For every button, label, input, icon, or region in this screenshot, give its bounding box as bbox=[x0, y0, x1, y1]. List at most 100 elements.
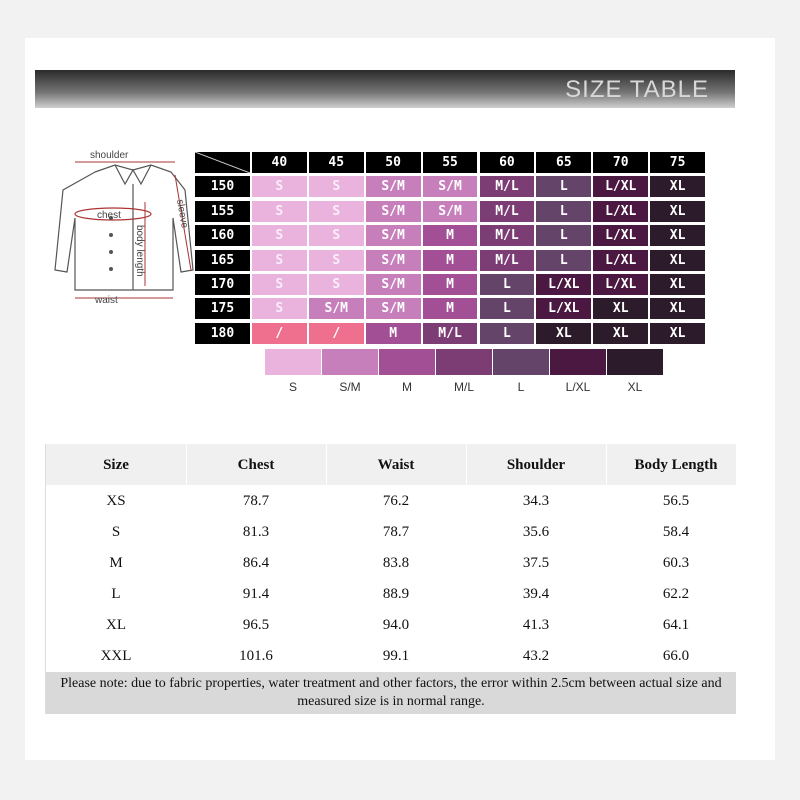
table-header-bg bbox=[46, 444, 736, 485]
size-cell: L/XL bbox=[592, 199, 650, 223]
size-cell: S/M bbox=[364, 248, 422, 272]
legend-label: L bbox=[517, 380, 525, 394]
header-bar: SIZE TABLE bbox=[35, 70, 735, 108]
table-cell: XXL bbox=[100, 648, 132, 664]
header-cell: Size bbox=[103, 457, 129, 473]
column-header: 70 bbox=[592, 151, 650, 174]
table-cell: XS bbox=[106, 493, 126, 509]
size-cell: M/L bbox=[478, 224, 536, 248]
size-cell: XL bbox=[649, 175, 707, 199]
table-cell: L bbox=[111, 586, 121, 602]
table-cell: 64.1 bbox=[662, 617, 690, 633]
size-cell: L bbox=[478, 321, 536, 345]
size-cell: S/M bbox=[364, 224, 422, 248]
size-cell: M bbox=[421, 224, 479, 248]
size-cell: S bbox=[307, 175, 365, 199]
table-cell: 39.4 bbox=[522, 586, 550, 602]
row-header: 170 bbox=[194, 273, 251, 296]
label-shoulder: shoulder bbox=[90, 150, 129, 161]
size-cell: M/L bbox=[421, 321, 479, 345]
legend-swatch bbox=[322, 349, 378, 375]
table-cell: 96.5 bbox=[242, 617, 270, 633]
divider bbox=[466, 444, 467, 485]
size-cell: M/L bbox=[478, 248, 536, 272]
size-cell: S bbox=[307, 224, 365, 248]
divider bbox=[186, 444, 187, 485]
column-header: 60 bbox=[478, 151, 536, 174]
size-cell: M bbox=[421, 273, 479, 296]
table-cell: 34.3 bbox=[522, 493, 550, 509]
size-cell: S bbox=[250, 248, 308, 272]
divider bbox=[326, 444, 327, 485]
table-cell: 60.3 bbox=[662, 555, 690, 571]
table-cell: 43.2 bbox=[522, 648, 550, 664]
legend-swatch bbox=[607, 349, 663, 375]
size-cell: M bbox=[364, 321, 422, 345]
row-header: 150 bbox=[194, 175, 251, 199]
table-cell: 101.6 bbox=[239, 648, 273, 664]
column-header: 50 bbox=[364, 151, 422, 174]
size-cell: XL bbox=[649, 273, 707, 296]
row-header: 165 bbox=[194, 248, 251, 272]
size-cell: S bbox=[250, 297, 308, 321]
size-cell: M/L bbox=[478, 175, 536, 199]
size-cell: S bbox=[307, 199, 365, 223]
size-cell: XL bbox=[592, 321, 650, 345]
size-cell: XL bbox=[649, 321, 707, 345]
size-cell: M/L bbox=[478, 199, 536, 223]
size-cell: L/XL bbox=[592, 175, 650, 199]
size-cell: S/M bbox=[421, 175, 479, 199]
legend-label: XL bbox=[627, 380, 643, 394]
legend-swatch bbox=[265, 349, 321, 375]
table-cell: 37.5 bbox=[522, 555, 550, 571]
size-cell: S/M bbox=[307, 297, 365, 321]
column-header: 65 bbox=[535, 151, 593, 174]
row-header: 160 bbox=[194, 224, 251, 248]
header-cell: Body Length bbox=[634, 457, 718, 473]
table-cell: 91.4 bbox=[242, 586, 270, 602]
size-cell: L bbox=[535, 199, 593, 223]
column-header: 55 bbox=[421, 151, 479, 174]
legend-swatch bbox=[436, 349, 492, 375]
column-header: 75 bbox=[649, 151, 707, 174]
table-cell: 56.5 bbox=[662, 493, 690, 509]
size-cell: / bbox=[250, 321, 308, 345]
size-cell: S/M bbox=[364, 175, 422, 199]
legend-label: L/XL bbox=[565, 380, 591, 394]
size-cell: S bbox=[250, 273, 308, 296]
size-cell: L bbox=[478, 297, 536, 321]
legend-swatch bbox=[493, 349, 549, 375]
table-cell: 58.4 bbox=[662, 524, 690, 540]
column-header: 40 bbox=[250, 151, 308, 174]
shirt-diagram: shoulder chest waist sleeve body length bbox=[54, 150, 194, 306]
size-cell: S bbox=[250, 199, 308, 223]
legend-label: M/L bbox=[453, 380, 474, 394]
size-cell: S bbox=[250, 224, 308, 248]
table-cell: S bbox=[111, 524, 121, 540]
table-cell: 78.7 bbox=[242, 493, 270, 509]
size-cell: L/XL bbox=[592, 224, 650, 248]
size-cell: S/M bbox=[421, 199, 479, 223]
size-cell: XL bbox=[649, 248, 707, 272]
table-cell: 81.3 bbox=[242, 524, 270, 540]
divider bbox=[606, 444, 607, 485]
row-header: 175 bbox=[194, 297, 251, 321]
size-cell: S/M bbox=[364, 273, 422, 296]
table-cell: XL bbox=[106, 617, 126, 633]
table-cell: 62.2 bbox=[662, 586, 690, 602]
header-cell: Waist bbox=[377, 457, 415, 473]
table-cell: 88.9 bbox=[382, 586, 410, 602]
note: Please note: due to fabric properties, w… bbox=[46, 672, 736, 714]
size-cell: L/XL bbox=[592, 273, 650, 296]
legend-swatch bbox=[550, 349, 606, 375]
size-cell: XL bbox=[649, 297, 707, 321]
table-cell: 41.3 bbox=[522, 617, 550, 633]
label-waist: waist bbox=[94, 295, 118, 306]
legend-label: S bbox=[288, 380, 297, 394]
label-sleeve: sleeve bbox=[174, 199, 190, 230]
label-chest: chest bbox=[97, 210, 121, 221]
size-cell: M bbox=[421, 297, 479, 321]
size-cell: S bbox=[307, 273, 365, 296]
size-cell: L/XL bbox=[535, 297, 593, 321]
